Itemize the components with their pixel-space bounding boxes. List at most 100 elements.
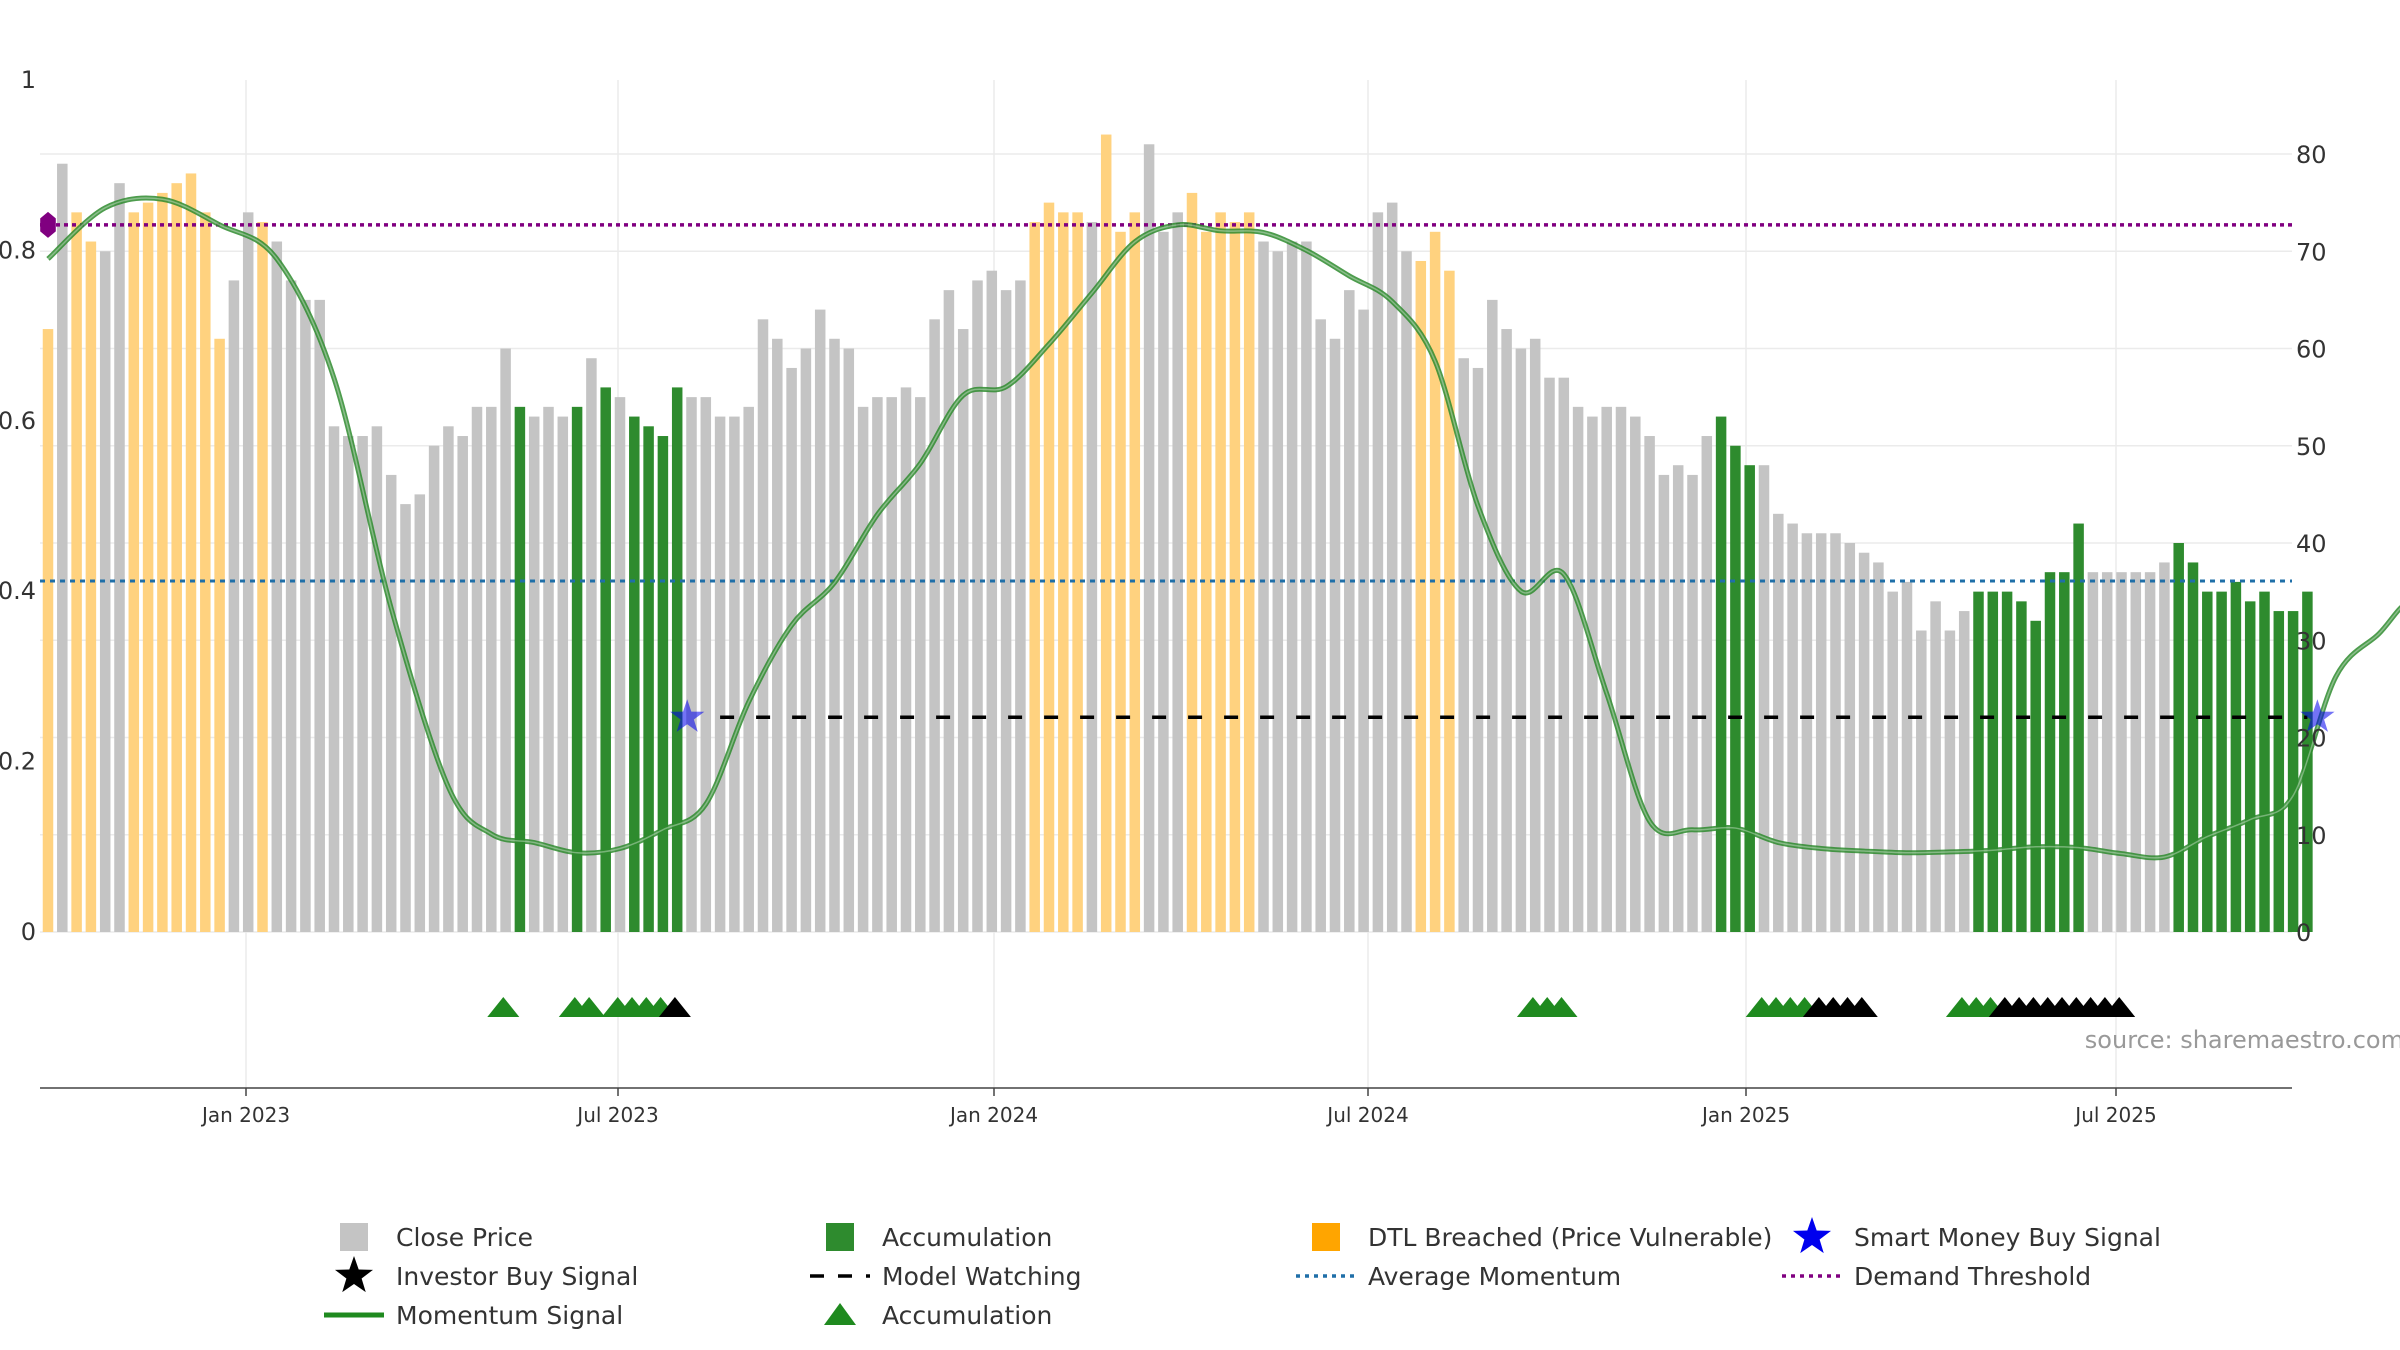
close-price-bar	[1315, 319, 1326, 932]
close-price-bar	[99, 251, 111, 932]
legend-label: Close Price	[396, 1223, 533, 1252]
accumulation-triangle	[1545, 997, 1578, 1017]
close-price-bar	[1329, 338, 1341, 932]
accumulation-bar	[1744, 465, 1755, 932]
dtl-breached-bar	[1043, 202, 1055, 932]
close-price-bar	[1515, 348, 1527, 932]
accumulation-bar	[671, 387, 683, 932]
close-price-bar	[2116, 572, 2127, 932]
dtl-breached-bar	[1201, 231, 1212, 933]
close-price-bar	[829, 338, 840, 932]
x-tick-label: Jan 2023	[200, 1103, 290, 1127]
dtl-breached-bar	[1072, 212, 1083, 933]
close-price-bar	[300, 299, 311, 932]
close-price-bar	[471, 406, 483, 933]
close-price-bar	[757, 319, 769, 932]
accumulation-bar	[2030, 620, 2041, 932]
legend-item: Average Momentum	[1296, 1262, 1621, 1291]
close-price-bar	[1572, 406, 1584, 933]
dtl-breached-bar	[157, 192, 168, 932]
demand-marker	[40, 211, 56, 238]
investor-triangle	[658, 997, 691, 1017]
accumulation-bar	[2173, 543, 2184, 932]
close-price-bar	[1658, 474, 1670, 932]
left-tick-label: 0.4	[0, 577, 36, 605]
close-price-bar	[1815, 533, 1827, 932]
close-price-bar	[1401, 251, 1412, 932]
legend-item: Investor Buy Signal	[334, 1256, 638, 1293]
momentum-line-highlight	[47, 197, 2400, 859]
close-price-bar	[1487, 299, 1498, 932]
close-price-bar	[1143, 144, 1155, 932]
legend-label: Smart Money Buy Signal	[1854, 1223, 2161, 1252]
close-price-bar	[328, 426, 340, 932]
dtl-breached-bar	[1444, 270, 1455, 932]
signal-markers	[40, 211, 2335, 1017]
close-price-bar	[1644, 436, 1655, 932]
left-tick-label: 0.2	[0, 748, 36, 776]
close-price-bar	[1958, 611, 1970, 932]
close-price-bar	[1844, 543, 1856, 932]
close-price-bar	[1916, 630, 1927, 932]
close-price-bar	[1873, 562, 1884, 932]
accumulation-bar	[600, 387, 611, 932]
accumulation-bar	[657, 436, 669, 932]
legend-square-icon	[1312, 1223, 1340, 1251]
close-price-bar	[1701, 436, 1713, 932]
close-price-bar	[1672, 465, 1684, 932]
close-price-bar	[528, 416, 540, 932]
close-price-bar	[1901, 581, 1913, 932]
close-price-bar	[1887, 591, 1898, 932]
dtl-breached-bar	[1415, 260, 1427, 933]
legend-label: Demand Threshold	[1854, 1262, 2091, 1291]
smart-money-star	[2300, 699, 2335, 732]
dtl-breached-bar	[1129, 212, 1141, 933]
close-price-bar	[2130, 572, 2142, 932]
close-price-bar	[2101, 572, 2113, 932]
close-price-bar	[486, 406, 497, 933]
right-tick-label: 0	[2296, 919, 2311, 947]
accumulation-triangle	[573, 997, 606, 1017]
close-price-bar	[1801, 533, 1813, 932]
dtl-breached-bar	[1215, 212, 1226, 933]
close-price-bar	[886, 397, 897, 932]
close-price-bar	[443, 426, 454, 932]
close-price-bar	[2087, 572, 2099, 932]
close-price-bar	[557, 416, 569, 932]
accumulation-bar	[2230, 581, 2242, 932]
dtl-breached-bar	[185, 173, 197, 932]
legend-item: Smart Money Buy Signal	[1792, 1217, 2161, 1254]
legend-star-icon	[1792, 1217, 1832, 1254]
close-price-bar	[543, 406, 554, 933]
dtl-breached-bar	[200, 212, 211, 933]
close-price-bar	[343, 436, 354, 932]
right-tick-label: 60	[2296, 336, 2327, 364]
legend-item: Close Price	[340, 1223, 533, 1252]
close-price-bar	[1758, 465, 1770, 932]
x-tick-label: Jul 2025	[2073, 1103, 2156, 1127]
accumulation-bar	[1730, 445, 1741, 932]
close-price-bar	[857, 406, 869, 933]
accumulation-bar	[2073, 523, 2084, 932]
legend-item: Accumulation	[826, 1223, 1052, 1252]
close-price-bar	[943, 290, 955, 932]
close-price-bar	[900, 387, 912, 932]
close-price-bar	[57, 163, 68, 933]
close-price-bar	[800, 348, 812, 932]
close-price-bar	[1386, 202, 1398, 932]
dtl-breached-bar	[85, 241, 97, 932]
x-tick-label: Jul 2024	[1325, 1103, 1408, 1127]
close-price-bar	[1172, 212, 1183, 933]
close-price-bar	[1787, 523, 1798, 932]
legend-square-icon	[826, 1223, 854, 1251]
legend-square-icon	[340, 1223, 368, 1251]
close-price-bar	[1773, 513, 1784, 932]
legend-label: Investor Buy Signal	[396, 1262, 638, 1291]
close-price-bar	[371, 426, 383, 932]
close-price-bar	[1587, 416, 1598, 932]
close-price-bar	[1086, 222, 1098, 932]
left-tick-label: 0	[21, 918, 36, 946]
legend-item: Demand Threshold	[1782, 1262, 2091, 1291]
dtl-breached-bar	[142, 202, 154, 932]
close-price-bar	[1930, 601, 1941, 932]
